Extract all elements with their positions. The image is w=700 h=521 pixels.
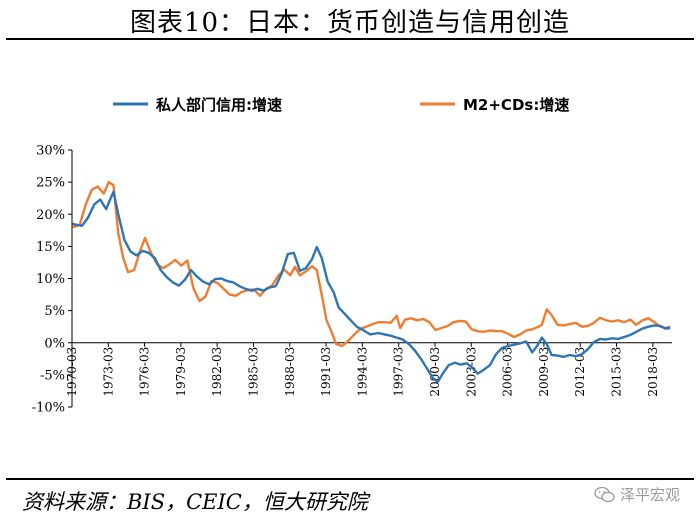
- y-tick-label: 25%: [36, 176, 65, 191]
- y-tick-label: 0%: [44, 336, 65, 351]
- x-tick-label: 1976-03: [138, 347, 152, 397]
- watermark: 泽平宏观: [594, 484, 680, 505]
- y-tick-label: 15%: [36, 240, 65, 255]
- x-tick-label: 2012-03: [573, 347, 587, 397]
- chart-title: 图表10：日本：货币创造与信用创造: [129, 8, 571, 38]
- series-layer: [72, 180, 671, 384]
- x-tick-label: 2000-03: [428, 347, 442, 397]
- x-tick-label: 1985-03: [246, 347, 260, 397]
- x-tick-label: 2015-03: [610, 347, 624, 397]
- x-tick-label: 2006-03: [501, 347, 515, 397]
- footer-rule: [6, 478, 694, 480]
- series-line-private-credit: [72, 190, 671, 384]
- legend-label-private-credit: 私人部门信用:增速: [155, 96, 282, 114]
- source-note: 资料来源：BIS，CEIC，恒大研究院: [22, 490, 368, 514]
- title-rule: [6, 38, 694, 40]
- x-tick-label: 1982-03: [210, 347, 224, 397]
- y-axis: 30% 25% 20% 15% 10% 5% 0% -5% -10%: [32, 144, 73, 416]
- line-chart: 私人部门信用:增速 M2+CDs:增速 30% 25% 20% 15% 10% 5% 0% -…: [32, 96, 672, 416]
- x-tick-label: 2009-03: [537, 347, 551, 397]
- wechat-icon: [594, 486, 615, 502]
- y-tick-label: 5%: [44, 304, 65, 319]
- x-tick-label: 1991-03: [319, 347, 333, 397]
- x-tick-label: 2018-03: [646, 347, 660, 397]
- y-tick-label: -10%: [32, 401, 65, 416]
- x-tick-label: 1970-03: [65, 347, 79, 397]
- x-tick-label: 1988-03: [283, 347, 297, 397]
- y-tick-label: 20%: [36, 208, 65, 223]
- x-tick-label: 1979-03: [174, 347, 188, 397]
- y-tick-label: 10%: [36, 272, 65, 287]
- x-axis: 1970-03 1973-03 1976-03 1979-03 1982-03 1985-…: [65, 342, 672, 397]
- chart-legend: 私人部门信用:增速 M2+CDs:增速: [113, 96, 569, 114]
- x-tick-label: 1997-03: [392, 347, 406, 397]
- x-tick-label: 2003-03: [464, 347, 478, 397]
- watermark-text: 泽平宏观: [619, 486, 680, 504]
- legend-label-m2-cds: M2+CDs:增速: [463, 96, 569, 114]
- y-tick-label: 30%: [36, 144, 65, 159]
- y-tick-label: -5%: [40, 368, 65, 383]
- x-tick-label: 1973-03: [101, 347, 115, 397]
- x-tick-label: 1994-03: [355, 347, 369, 397]
- series-line-m2-cds: [72, 180, 671, 348]
